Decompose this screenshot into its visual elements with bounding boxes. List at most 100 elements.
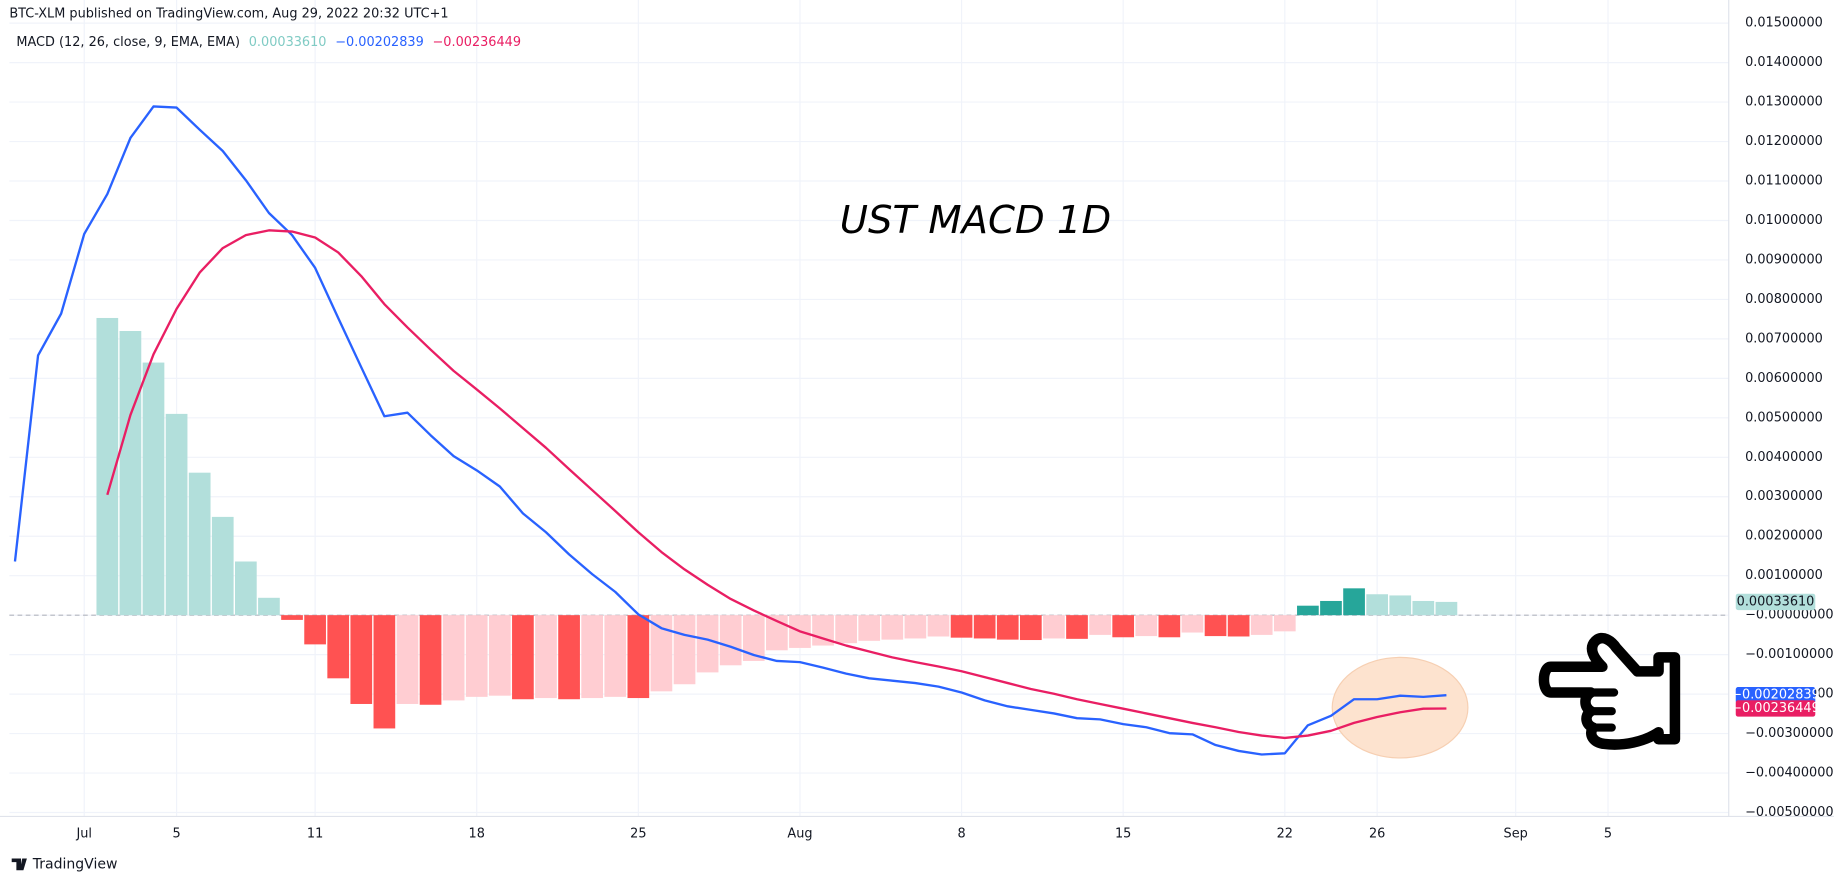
histogram-bar: [442, 615, 465, 701]
histogram-bar: [188, 472, 211, 616]
histogram-bar: [581, 615, 604, 699]
y-tick-label: 0.01300000: [1745, 95, 1823, 110]
histogram-bar: [1320, 600, 1342, 616]
x-tick-label: 26: [1369, 827, 1385, 842]
y-tick-label: 0.00200000: [1745, 529, 1823, 544]
histogram-bar: [258, 597, 280, 616]
x-tick-label: 11: [307, 827, 323, 842]
x-tick-label: 5: [172, 827, 180, 842]
header: BTC-XLM published on TradingView.com, Au…: [9, 7, 448, 22]
histogram-bar: [1297, 605, 1319, 616]
x-tick-label: 18: [469, 827, 485, 842]
histogram-bar: [304, 615, 326, 645]
histogram-bar: [327, 615, 350, 679]
histogram-bar: [835, 615, 857, 644]
y-tick-label: 0.00900000: [1745, 252, 1823, 267]
grid: [9, 0, 1729, 817]
histogram-bar: [1343, 588, 1365, 616]
histogram-bar: [142, 362, 165, 616]
highlight-ellipse: [1331, 656, 1469, 759]
histogram: [96, 317, 1458, 729]
y-tick-label: 0.01100000: [1745, 174, 1823, 189]
x-tick-label: 8: [957, 827, 965, 842]
y-tick-label: 0.00100000: [1745, 568, 1823, 583]
histogram-bar: [1227, 615, 1250, 637]
histogram-bar: [165, 413, 188, 616]
histogram-bar: [234, 561, 257, 616]
legend-macd-value: −0.00202839: [335, 35, 424, 50]
y-tick-label: −0.00300000: [1745, 726, 1833, 741]
logo: TradingView: [11, 856, 118, 872]
histogram-bar: [927, 615, 950, 637]
x-tick-label: 15: [1115, 827, 1131, 842]
histogram-bar: [1389, 595, 1412, 616]
y-tick-label: −0.00500000: [1745, 805, 1833, 820]
y-tick-label: 0.00700000: [1745, 331, 1823, 346]
logo-text: TradingView: [32, 856, 118, 872]
x-tick-label: Aug: [787, 827, 812, 842]
last-value-label: −0.00202839: [1731, 688, 1819, 703]
macd-line: [13, 105, 1447, 756]
histogram-bar: [96, 317, 119, 616]
histogram-bar: [350, 615, 373, 704]
x-tick-label: Sep: [1504, 827, 1528, 842]
y-tick-label: 0.00300000: [1745, 489, 1823, 504]
histogram-bar: [1435, 601, 1458, 616]
histogram-bar: [211, 516, 234, 616]
y-tick-label: 0.00400000: [1745, 450, 1823, 465]
histogram-bar: [1019, 615, 1042, 641]
indicator-title: MACD (12, 26, close, 9, EMA, EMA): [16, 35, 240, 50]
histogram-bar: [1158, 615, 1181, 638]
histogram-bar: [950, 615, 973, 638]
histogram-bar: [419, 615, 442, 705]
labels: 0.01500000 0.01400000 0.01300000 0.01200000…: [75, 16, 1833, 842]
histogram-bar: [1204, 615, 1227, 637]
last-value-badge: [1735, 593, 1816, 611]
histogram-bar: [558, 615, 580, 700]
lines: [13, 105, 1447, 756]
histogram-bar: [465, 615, 488, 697]
y-tick-label: 0.01500000: [1745, 16, 1823, 31]
histogram-bar: [512, 615, 534, 700]
y-tick-label: −0.00400000: [1745, 766, 1833, 781]
histogram-bar: [627, 615, 650, 699]
histogram-bar: [1066, 615, 1088, 639]
histogram-bar: [996, 615, 1019, 640]
last-value-label: −0.00236449: [1731, 701, 1819, 716]
histogram-bar: [1250, 615, 1273, 635]
hand-icon: [1538, 632, 1681, 750]
y-tick-label: 0.00600000: [1745, 371, 1823, 386]
last-value-badge: [1735, 700, 1816, 717]
histogram-bar: [881, 615, 904, 640]
macd-line: [106, 229, 1447, 740]
last-value-label: 0.00033610: [1737, 594, 1815, 609]
y-tick-label: 0.01400000: [1745, 55, 1823, 70]
y-tick-label: −0.00100000: [1745, 647, 1833, 662]
histogram-bar: [396, 615, 419, 704]
histogram-bar: [1112, 615, 1135, 638]
histogram-bar: [1135, 615, 1158, 637]
x-tick-label: Jul: [75, 827, 92, 842]
histogram-bar: [119, 330, 142, 616]
histogram-bar: [742, 615, 765, 661]
annotation: UST MACD 1D: [840, 198, 1111, 243]
histogram-bar: [1043, 615, 1065, 639]
histogram-bar: [604, 615, 627, 697]
histogram-bar: [373, 615, 396, 729]
x-tick-label: 25: [630, 827, 646, 842]
histogram-bar: [973, 615, 996, 639]
legend-signal-value: −0.00236449: [433, 35, 522, 50]
histogram-bar: [719, 615, 742, 666]
indicator-legend: MACD (12, 26, close, 9, EMA, EMA) 0.0003…: [16, 35, 521, 50]
histogram-bar: [904, 615, 927, 639]
y-tick-label: 0.00500000: [1745, 410, 1823, 425]
histogram-bar: [488, 615, 511, 696]
y-tick-label: 0.01200000: [1745, 134, 1823, 149]
histogram-bar: [650, 615, 673, 692]
y-tick-label: 0.00800000: [1745, 292, 1823, 307]
legend-histogram-value: 0.00033610: [249, 35, 327, 50]
histogram-bar: [858, 615, 881, 641]
y-tick-label: −0.00000000: [1745, 608, 1833, 623]
y-tick-label: 0.01000000: [1745, 213, 1823, 228]
